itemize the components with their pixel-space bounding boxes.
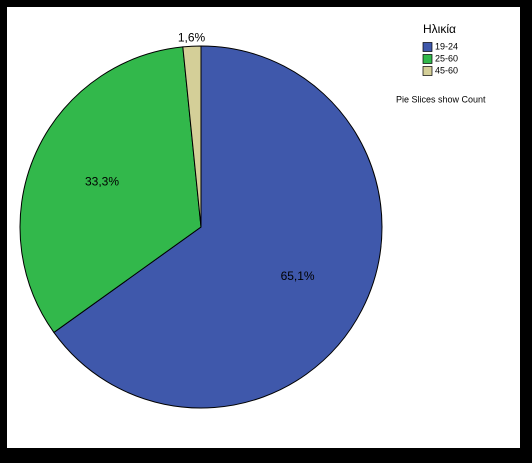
legend-label: 45-60: [435, 65, 458, 75]
legend-swatch: [422, 66, 433, 76]
legend-label: 19-24: [435, 41, 458, 51]
pie-slice: [53, 45, 383, 409]
data-label: 1,6%: [178, 30, 206, 44]
data-label: 33,3%: [85, 174, 119, 188]
legend-swatch: [422, 54, 433, 64]
pie-slice: [19, 46, 202, 334]
legend-title: Ηλικία: [423, 22, 456, 36]
data-label: 65,1%: [281, 269, 315, 283]
legend-label: 25-60: [435, 53, 458, 63]
legend-swatch: [422, 42, 433, 52]
note: Pie Slices show Count: [396, 94, 486, 104]
pie-slice: [182, 45, 202, 228]
